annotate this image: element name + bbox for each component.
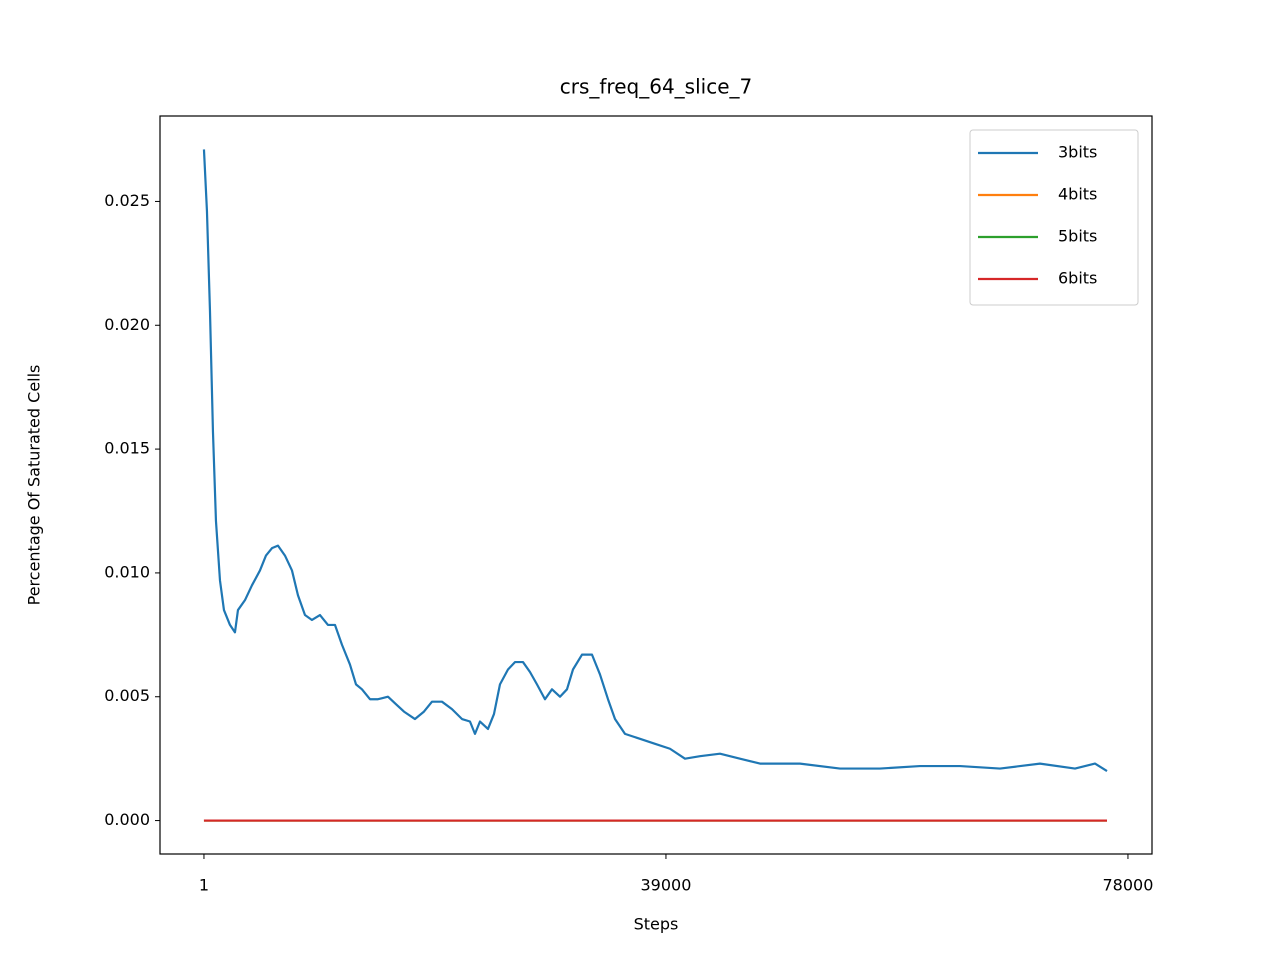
line-series	[202, 149, 1108, 772]
y-tick-label: 0.000	[104, 810, 150, 829]
legend-label: 4bits	[1058, 185, 1097, 204]
y-tick-label: 0.025	[104, 191, 150, 210]
x-tick-label: 39000	[640, 876, 691, 895]
plot-frame	[159, 115, 1153, 855]
x-axis-label: Steps	[634, 915, 679, 934]
legend-label: 3bits	[1058, 143, 1097, 162]
legend-label: 6bits	[1058, 269, 1097, 288]
y-tick-label: 0.020	[104, 315, 150, 334]
chart-title: crs_freq_64_slice_7	[560, 75, 752, 99]
y-axis-label: Percentage Of Saturated Cells	[25, 365, 44, 606]
x-tick-label: 78000	[1102, 876, 1153, 895]
legend-label: 5bits	[1058, 227, 1097, 246]
legend-box	[969, 129, 1139, 306]
y-tick-label: 0.005	[104, 686, 150, 705]
x-tick-label: 1	[199, 876, 209, 895]
y-tick-label: 0.010	[104, 562, 150, 581]
y-tick-label: 0.015	[104, 439, 150, 458]
